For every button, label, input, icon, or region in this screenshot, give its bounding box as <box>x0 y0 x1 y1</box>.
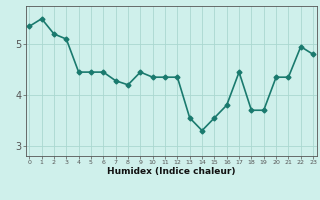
X-axis label: Humidex (Indice chaleur): Humidex (Indice chaleur) <box>107 167 236 176</box>
